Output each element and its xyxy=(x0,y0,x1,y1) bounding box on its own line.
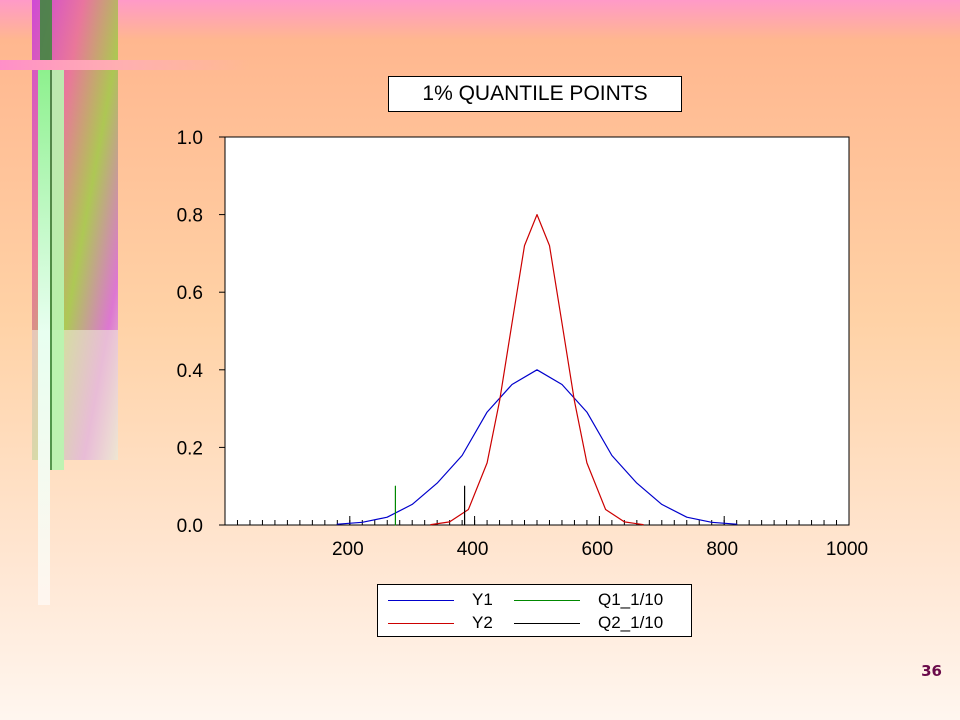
legend-label-y1: Y1 xyxy=(472,590,493,609)
y-axis: 0.0 0.2 0.4 0.6 0.8 1.0 xyxy=(177,128,225,537)
x-tick-label: 1000 xyxy=(826,539,868,560)
y-tick-label: 0.4 xyxy=(177,361,204,382)
decorative-vertical-bar xyxy=(38,60,50,605)
y-tick-label: 0.6 xyxy=(177,283,203,304)
legend-label-y2: Y2 xyxy=(472,613,493,632)
legend-label-q2: Q2_1/10 xyxy=(598,613,664,632)
x-axis: 200 400 600 800 1000 xyxy=(332,516,868,560)
y-tick-label: 0.8 xyxy=(177,206,203,227)
x-tick-label: 800 xyxy=(706,539,738,560)
legend-swatch-y1 xyxy=(388,599,454,601)
series-layer xyxy=(336,214,738,526)
x-tick-label: 400 xyxy=(457,539,489,560)
y-tick-label: 1.0 xyxy=(177,128,203,149)
legend-entry-y1: Y1 xyxy=(388,589,493,611)
legend-swatch-q1 xyxy=(514,599,580,601)
x-tick-label: 600 xyxy=(582,539,614,560)
series-line-y1 xyxy=(336,369,738,525)
page-number: 36 xyxy=(921,662,942,680)
y-tick-label: 0.2 xyxy=(177,438,203,459)
y-tick-label: 0.0 xyxy=(177,516,203,537)
legend-entry-q1: Q1_1/10 xyxy=(514,589,663,611)
series-line-y2 xyxy=(430,214,644,526)
decorative-horizontal-bar xyxy=(0,60,250,70)
chart-legend: Y1 Y2 Q1_1/10 Q2_1/10 xyxy=(377,584,692,637)
chart-title: 1% QUANTILE POINTS xyxy=(388,76,682,112)
legend-swatch-q2 xyxy=(514,622,580,624)
legend-entry-y2: Y2 xyxy=(388,612,493,634)
x-tick-label: 200 xyxy=(332,539,364,560)
legend-label-q1: Q1_1/10 xyxy=(598,590,664,609)
plot-area xyxy=(224,136,850,526)
legend-swatch-y2 xyxy=(388,622,454,624)
legend-entry-q2: Q2_1/10 xyxy=(514,612,663,634)
